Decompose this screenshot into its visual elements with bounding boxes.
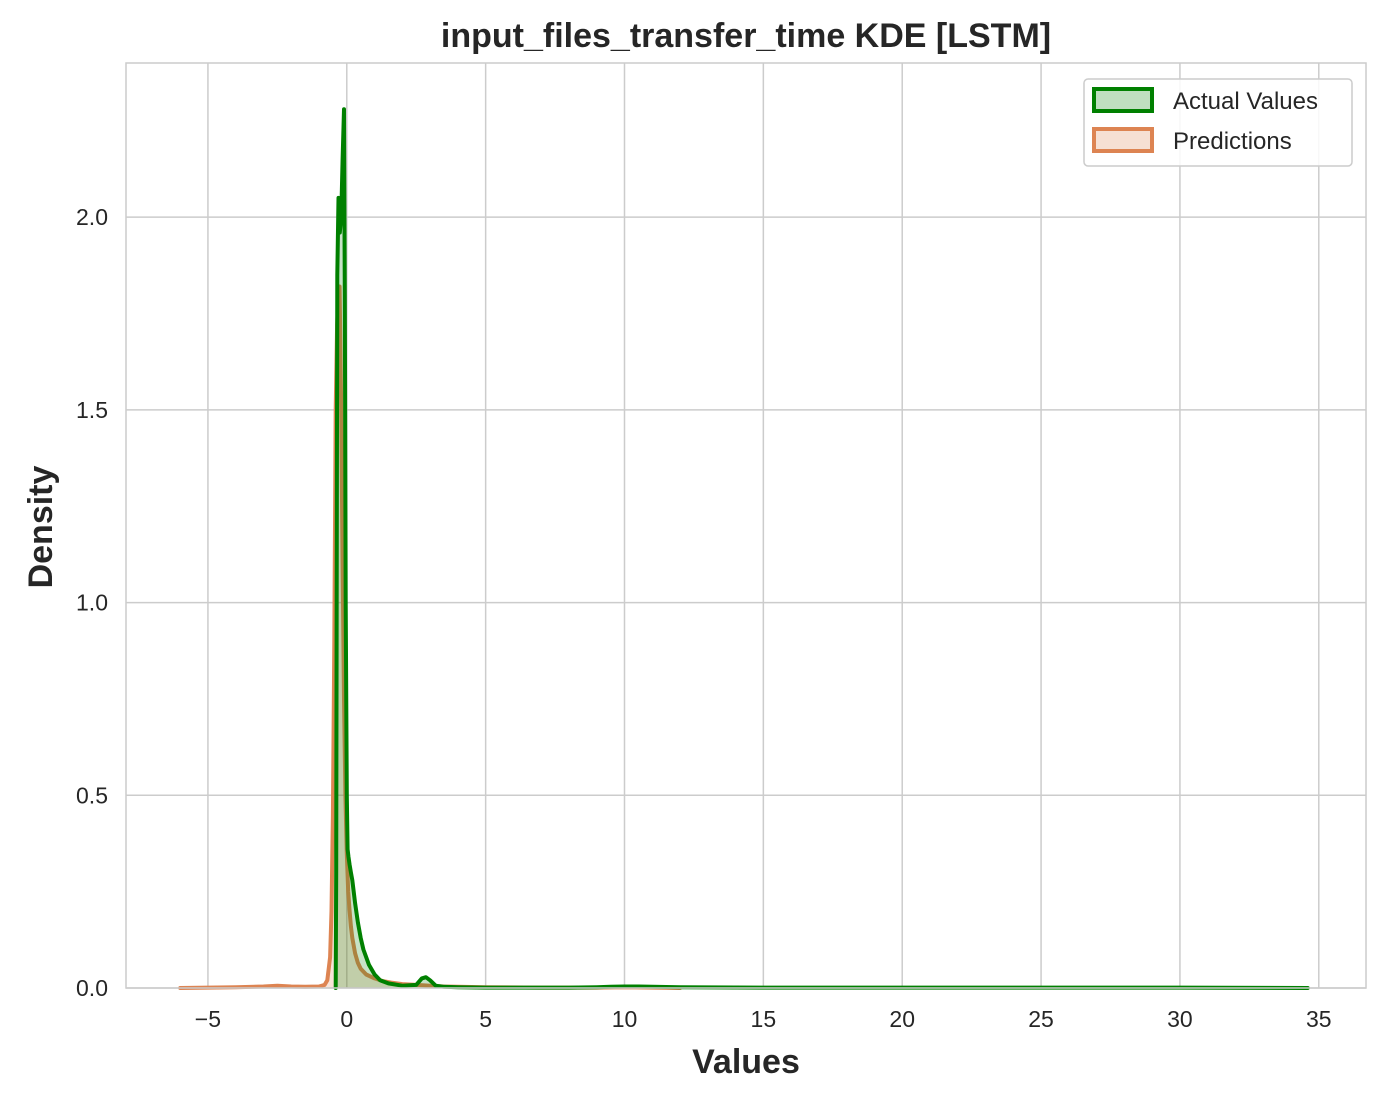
series-line-actual-values [333, 107, 1310, 990]
chart-title: input_files_transfer_time KDE [LSTM] [441, 17, 1051, 55]
legend-swatch-predictions [1092, 127, 1154, 153]
x-tick-label: 0 [340, 1006, 353, 1032]
y-tick-label: 1.0 [76, 590, 108, 616]
legend-label-actual-values: Actual Values [1173, 88, 1318, 115]
legend-swatch-actual-values [1092, 87, 1154, 113]
legend: Actual Values Predictions [1083, 78, 1353, 167]
tick-labels: −5 0 5 10 15 20 25 30 35 0.0 0.5 1.0 1.5 2.0 [76, 204, 1332, 1032]
y-tick-label: 1.5 [76, 397, 108, 423]
x-tick-label: 15 [751, 1006, 777, 1032]
plot-frame [125, 62, 1367, 989]
x-tick-label: 20 [889, 1006, 915, 1032]
y-tick-label: 0.0 [76, 975, 108, 1001]
x-tick-label: 5 [479, 1006, 492, 1032]
legend-label-predictions: Predictions [1173, 128, 1292, 155]
x-tick-label: −5 [195, 1006, 221, 1032]
y-axis-label: Density [22, 466, 60, 589]
y-tick-label: 0.5 [76, 782, 108, 808]
x-tick-label: 35 [1306, 1006, 1332, 1032]
x-tick-label: 30 [1167, 1006, 1193, 1032]
x-tick-label: 10 [612, 1006, 638, 1032]
x-axis-label: Values [692, 1043, 800, 1081]
y-tick-label: 2.0 [76, 204, 108, 230]
series-layer [178, 107, 1310, 990]
x-tick-label: 25 [1028, 1006, 1054, 1032]
